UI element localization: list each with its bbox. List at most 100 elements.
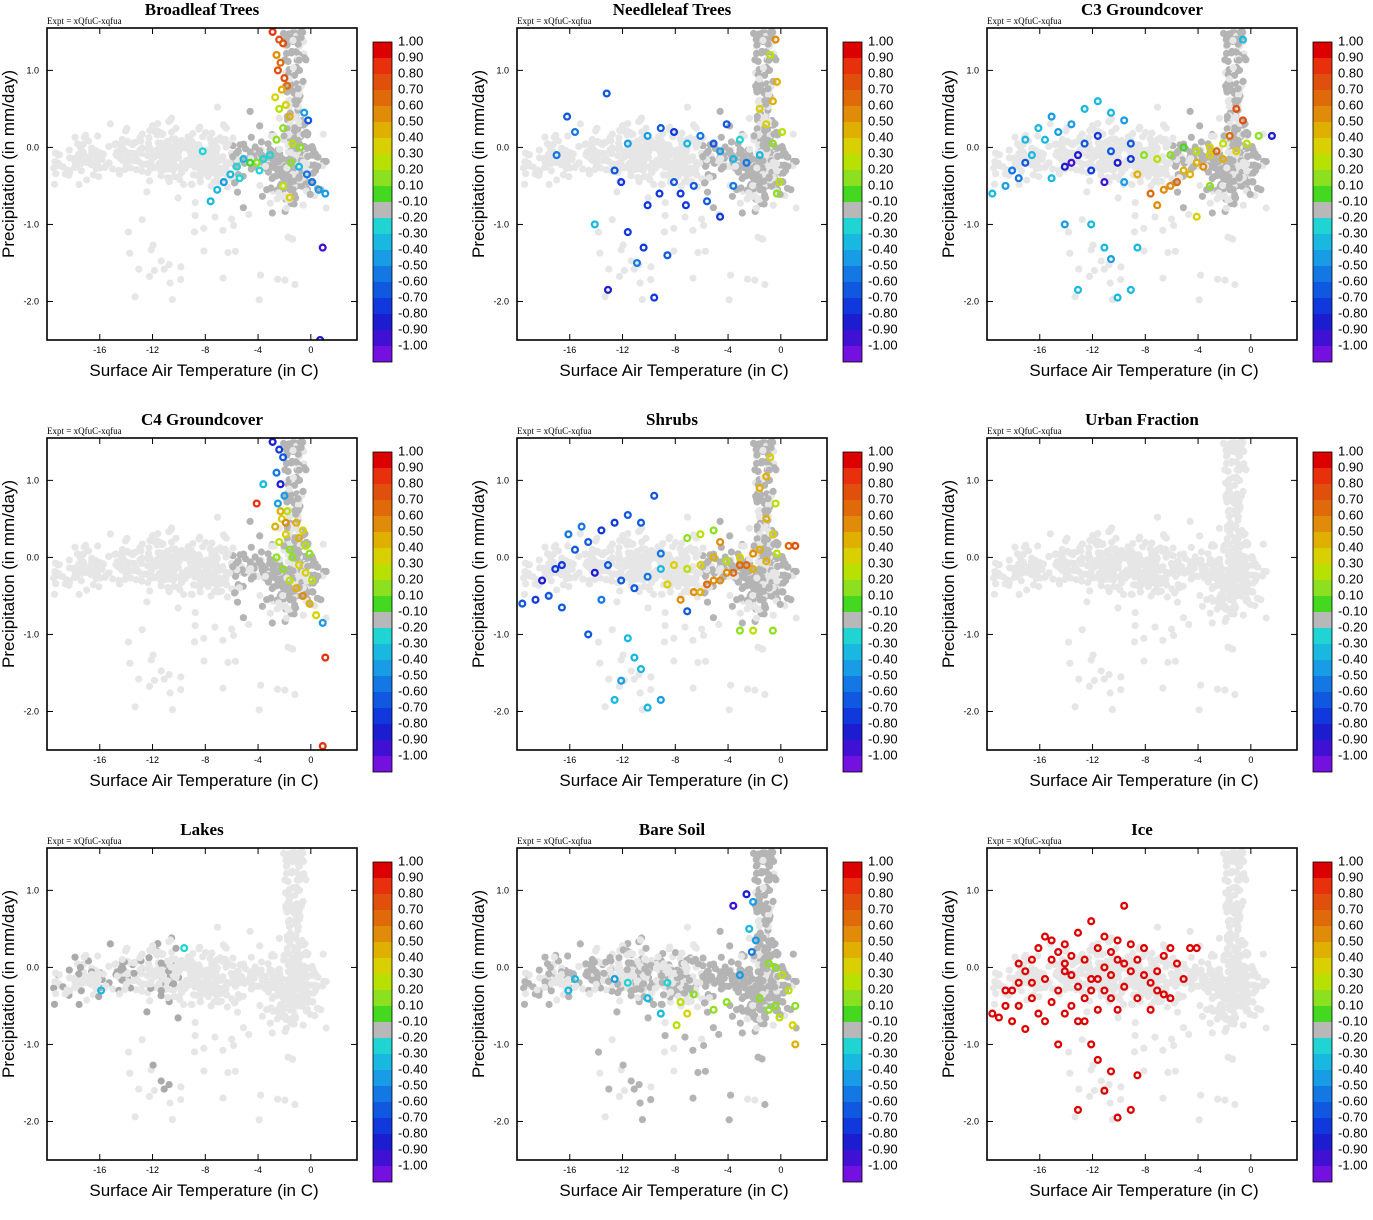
data-point [1181, 168, 1187, 174]
background-point [296, 477, 303, 484]
background-point [1244, 555, 1251, 562]
x-tick-label: -16 [1033, 345, 1046, 355]
background-point [135, 568, 142, 575]
background-point [621, 267, 628, 274]
background-point [164, 174, 171, 181]
background-point [143, 188, 150, 195]
colorbar-label: 0.20 [398, 161, 423, 176]
background-point [192, 199, 199, 206]
background-point [609, 216, 616, 223]
background-point [262, 573, 269, 580]
background-point [605, 676, 612, 683]
background-point [1168, 216, 1175, 223]
background-point [211, 624, 218, 631]
colorbar-label: 0.70 [1338, 81, 1363, 96]
data-point [585, 632, 591, 638]
background-point [1098, 577, 1105, 584]
background-point [706, 174, 713, 181]
background-point [762, 101, 769, 108]
x-tick-label: -16 [93, 345, 106, 355]
background-point [274, 276, 281, 283]
background-point [1117, 263, 1124, 270]
data-point [322, 191, 328, 197]
colorbar-swatch [373, 564, 392, 580]
background-point [675, 583, 682, 590]
colorbar-swatch [843, 660, 862, 676]
background-point [1231, 194, 1238, 201]
background-point [637, 116, 644, 123]
data-point [257, 168, 263, 174]
colorbar-label: 0.30 [398, 145, 423, 160]
colorbar-label: -0.30 [868, 225, 898, 240]
background-point [1207, 200, 1214, 207]
background-point [616, 273, 623, 280]
background-point [124, 561, 131, 568]
y-tick-label: 1.0 [496, 475, 509, 485]
background-point [1196, 532, 1203, 539]
colorbar-swatch [373, 628, 392, 644]
data-point [1055, 129, 1061, 135]
background-point [1128, 181, 1135, 188]
background-point [726, 592, 733, 599]
background-point [76, 181, 83, 188]
background-point [285, 173, 292, 180]
background-point [787, 596, 794, 603]
background-point [787, 186, 794, 193]
colorbar-label: 0.10 [868, 177, 893, 192]
background-point [1209, 209, 1216, 216]
background-point [526, 151, 533, 158]
background-point [121, 166, 128, 173]
background-point [1187, 565, 1194, 572]
background-point [565, 583, 572, 590]
background-point [157, 540, 164, 547]
background-point [1109, 706, 1116, 713]
background-point [1164, 249, 1171, 256]
background-point [1148, 130, 1155, 137]
background-point [271, 574, 278, 581]
background-point [521, 568, 528, 575]
background-point [1154, 104, 1161, 111]
background-point [1236, 67, 1243, 74]
background-point [685, 575, 692, 582]
background-point [219, 227, 226, 234]
background-point [699, 153, 706, 160]
background-point [1098, 140, 1105, 147]
background-point [269, 209, 276, 216]
background-point [726, 532, 733, 539]
background-point [267, 594, 274, 601]
background-point [1128, 591, 1135, 598]
background-point [94, 132, 101, 139]
background-point [257, 272, 264, 279]
colorbar-label: -0.60 [868, 273, 898, 288]
background-point [292, 101, 299, 108]
background-point [541, 544, 548, 551]
background-point [609, 626, 616, 633]
data-point [1256, 133, 1262, 139]
background-point [1107, 689, 1114, 696]
colorbar-swatch [843, 346, 862, 362]
data-point [1016, 175, 1022, 181]
background-point [290, 474, 297, 481]
colorbar-swatch [843, 106, 862, 122]
x-tick-label: -12 [616, 755, 629, 765]
data-point [1135, 245, 1141, 251]
background-point [211, 550, 218, 557]
background-point [1137, 579, 1144, 586]
colorbar-label: -0.20 [868, 209, 898, 224]
x-tick-label: -4 [724, 755, 732, 765]
background-point [526, 561, 533, 568]
colorbar-swatch [1313, 58, 1332, 74]
background-point [563, 165, 570, 172]
background-point [51, 591, 58, 598]
data-point [307, 551, 313, 557]
background-point [66, 557, 73, 564]
y-axis-label: Precipitation (in mm/day) [0, 70, 18, 258]
background-point [1112, 125, 1119, 132]
background-point [139, 216, 146, 223]
background-point [211, 140, 218, 147]
colorbar-label: -0.40 [868, 241, 898, 256]
background-point [645, 583, 652, 590]
background-point [783, 563, 790, 570]
data-point [274, 52, 280, 58]
